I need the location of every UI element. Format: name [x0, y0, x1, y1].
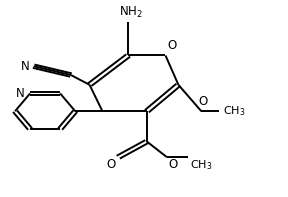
- Text: N: N: [16, 87, 25, 100]
- Text: NH$_2$: NH$_2$: [119, 5, 143, 20]
- Text: CH$_3$: CH$_3$: [190, 158, 212, 172]
- Text: O: O: [168, 158, 178, 171]
- Text: O: O: [198, 95, 207, 108]
- Text: CH$_3$: CH$_3$: [223, 104, 245, 118]
- Text: O: O: [106, 158, 115, 171]
- Text: N: N: [21, 60, 29, 73]
- Text: O: O: [167, 39, 176, 52]
